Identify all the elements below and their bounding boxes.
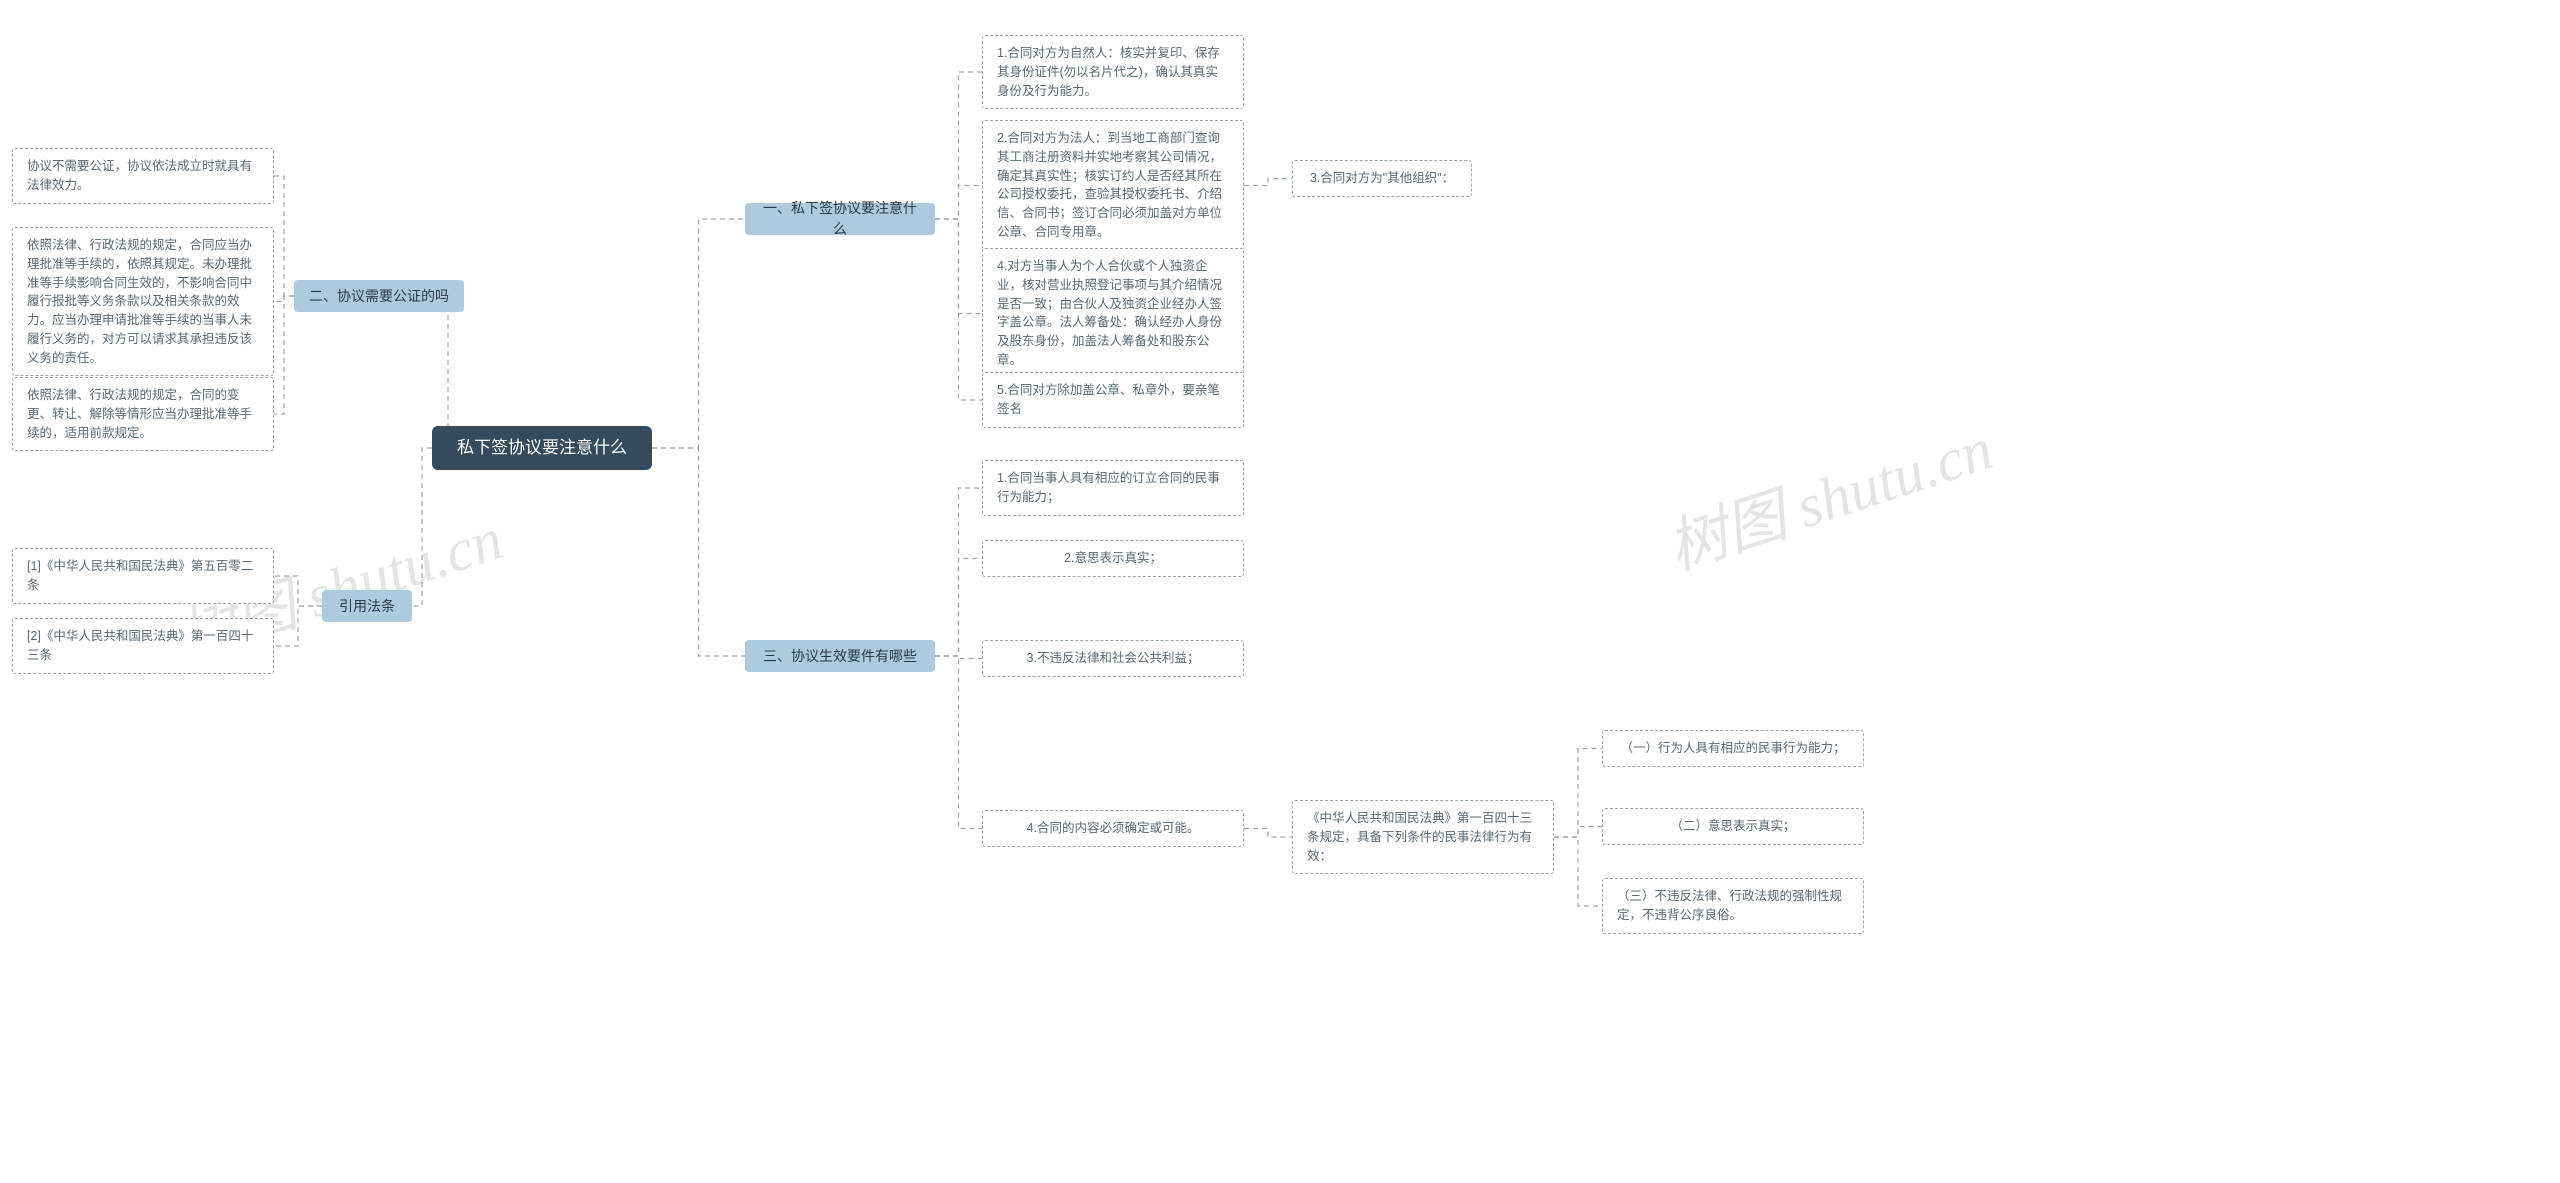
branch-1: 一、私下签协议要注意什么 [745,203,935,235]
leaf-1-1: 1.合同对方为自然人：核实并复印、保存其身份证件(勿以名片代之)，确认其真实身份… [982,35,1244,109]
leaf-3-4: 4.合同的内容必须确定或可能。 [982,810,1244,847]
leaf-3-4a2: （二）意思表示真实； [1602,808,1864,845]
leaf-3-4a1: （一）行为人具有相应的民事行为能力； [1602,730,1864,767]
leaf-3-3: 3.不违反法律和社会公共利益； [982,640,1244,677]
leaf-2-2: 依照法律、行政法规的规定，合同应当办理批准等手续的，依照其规定。未办理批准等手续… [12,227,274,376]
leaf-2-3: 依照法律、行政法规的规定，合同的变更、转让、解除等情形应当办理批准等手续的，适用… [12,377,274,451]
leaf-3-1: 1.合同当事人具有相应的订立合同的民事行为能力； [982,460,1244,516]
leaf-1-5: 5.合同对方除加盖公章、私章外，要亲笔签名 [982,372,1244,428]
branch-3: 三、协议生效要件有哪些 [745,640,935,672]
watermark-2: 树图 shutu.cn [1655,400,2002,587]
leaf-2-1: 协议不需要公证，协议依法成立时就具有法律效力。 [12,148,274,204]
mindmap-canvas: 树图 shutu.cn 树图 shutu.cn 私下签协议要注意什么 一、私下签… [0,0,2560,1183]
leaf-3-4a: 《中华人民共和国民法典》第一百四十三条规定，具备下列条件的民事法律行为有效： [1292,800,1554,874]
leaf-3-4a3: （三）不违反法律、行政法规的强制性规定，不违背公序良俗。 [1602,878,1864,934]
leaf-3-2: 2.意思表示真实； [982,540,1244,577]
branch-2: 二、协议需要公证的吗 [294,280,464,312]
leaf-4-2: [2]《中华人民共和国民法典》第一百四十三条 [12,618,274,674]
leaf-1-2: 2.合同对方为法人：到当地工商部门查询其工商注册资料并实地考察其公司情况，确定其… [982,120,1244,251]
branch-4: 引用法条 [322,590,412,622]
leaf-1-4: 4.对方当事人为个人合伙或个人独资企业，核对营业执照登记事项与其介绍情况是否一致… [982,248,1244,379]
root-node: 私下签协议要注意什么 [432,426,652,470]
leaf-4-1: [1]《中华人民共和国民法典》第五百零二条 [12,548,274,604]
leaf-1-2a: 3.合同对方为"其他组织"： [1292,160,1472,197]
